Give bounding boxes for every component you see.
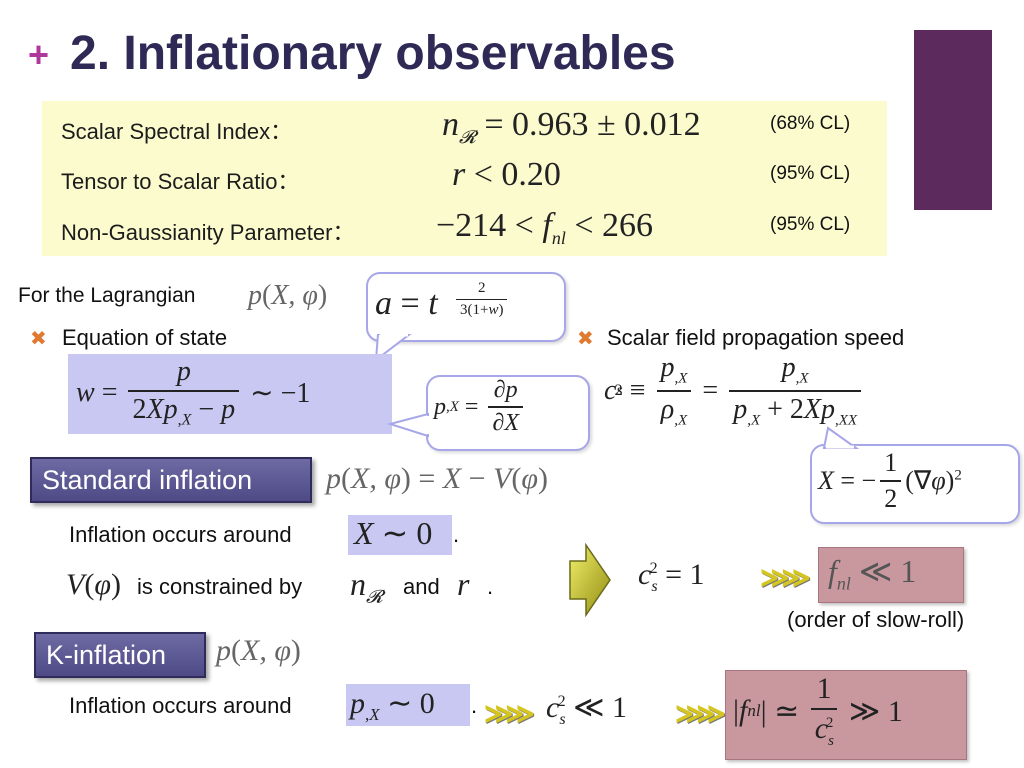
eq-n-r: n𝓡	[350, 566, 383, 607]
standard-occurs-period: .	[453, 522, 460, 547]
standard-occurs-text: Inflation occurs around	[69, 522, 292, 547]
double-chevron-icon: ≫≫	[760, 562, 811, 593]
eq-fnl-bounds: −214 < fnl < 266	[436, 207, 654, 248]
page-title: 2. Inflationary observables	[70, 27, 676, 80]
eq-x-around-zero: X ∼ 0	[354, 515, 433, 551]
observable-label-nongaussianity: Non-Gaussianity Parameter：	[61, 220, 355, 245]
callout-px-definition	[426, 375, 590, 451]
eos-label: Equation of state	[62, 325, 228, 350]
eq-px-around-zero: p,X ∼ 0	[350, 687, 435, 724]
observable-label-scalar-index: Scalar Spectral Index：	[61, 119, 293, 144]
callout-tail-scale-factor	[374, 334, 412, 363]
fnl-small-box	[818, 547, 964, 603]
and-period: .	[487, 574, 494, 599]
cl-scalar-index: (68% CL)	[770, 113, 851, 134]
eq-equation-of-state: w = p 2Xp,X − p ∼ −1	[76, 356, 311, 429]
lagrangian-intro: For the Lagrangian	[18, 284, 196, 307]
fnl-large-box	[725, 670, 967, 760]
eos-highlight	[68, 354, 392, 434]
cross-bullet-icon: ✖	[30, 328, 47, 350]
eq-r: r	[457, 566, 470, 602]
constrained-text: is constrained by	[137, 574, 303, 599]
eq-fnl-large: | f nl | ≃ 1 cs2 ≫ 1	[733, 672, 903, 749]
observables-box	[42, 101, 887, 256]
cl-tensor-ratio: (95% CL)	[770, 163, 851, 184]
callout-tail-x	[822, 426, 860, 449]
cross-bullet-icon: ✖	[577, 328, 594, 350]
standard-x-highlight	[348, 515, 452, 555]
and-text: and	[403, 574, 440, 599]
callout-scale-factor	[366, 272, 566, 342]
title-plus-icon: +	[28, 34, 50, 75]
eq-standard-lagrangian: p(X, φ) = X − V(φ)	[326, 462, 549, 495]
speed-label: Scalar field propagation speed	[607, 325, 905, 350]
observable-label-tensor-ratio: Tensor to Scalar Ratio：	[61, 169, 300, 194]
eq-fnl-small: fnl ≪ 1	[828, 553, 917, 594]
eq-scale-exponent: 2 3(1+w)	[452, 280, 511, 319]
double-chevron-icon: ≫≫	[484, 698, 535, 729]
eq-cs-small: cs2 ≪ 1	[546, 691, 627, 728]
callout-tail-px	[388, 412, 430, 438]
eq-k-lagrangian: p(X, φ)	[216, 634, 301, 667]
k-occurs-period: .	[471, 693, 478, 718]
callout-x-definition	[810, 444, 1020, 524]
double-chevron-icon: ≫≫	[675, 698, 726, 729]
decorative-purple-bar	[914, 30, 992, 210]
k-px-highlight	[346, 684, 470, 726]
slowroll-note: (order of slow-roll)	[787, 607, 965, 632]
eq-lagrangian: p(X, φ)	[248, 280, 328, 311]
eq-px-definition: p ,X = ∂p ∂X	[434, 377, 527, 437]
right-arrow-icon	[569, 543, 611, 617]
eq-spectral-index: n𝓡 = 0.963 ± 0.012	[442, 106, 701, 147]
k-inflation-header: K-inflation	[34, 632, 206, 678]
k-occurs-text: Inflation occurs around	[69, 693, 292, 718]
eq-cs-equals-one: cs2 = 1	[638, 558, 705, 595]
eq-scale-factor: a = t	[375, 285, 438, 322]
eq-tensor-ratio: r < 0.20	[452, 156, 561, 193]
standard-inflation-header: Standard inflation	[30, 457, 312, 503]
eq-potential: V(φ)	[66, 568, 121, 601]
cl-fnl: (95% CL)	[770, 214, 851, 235]
